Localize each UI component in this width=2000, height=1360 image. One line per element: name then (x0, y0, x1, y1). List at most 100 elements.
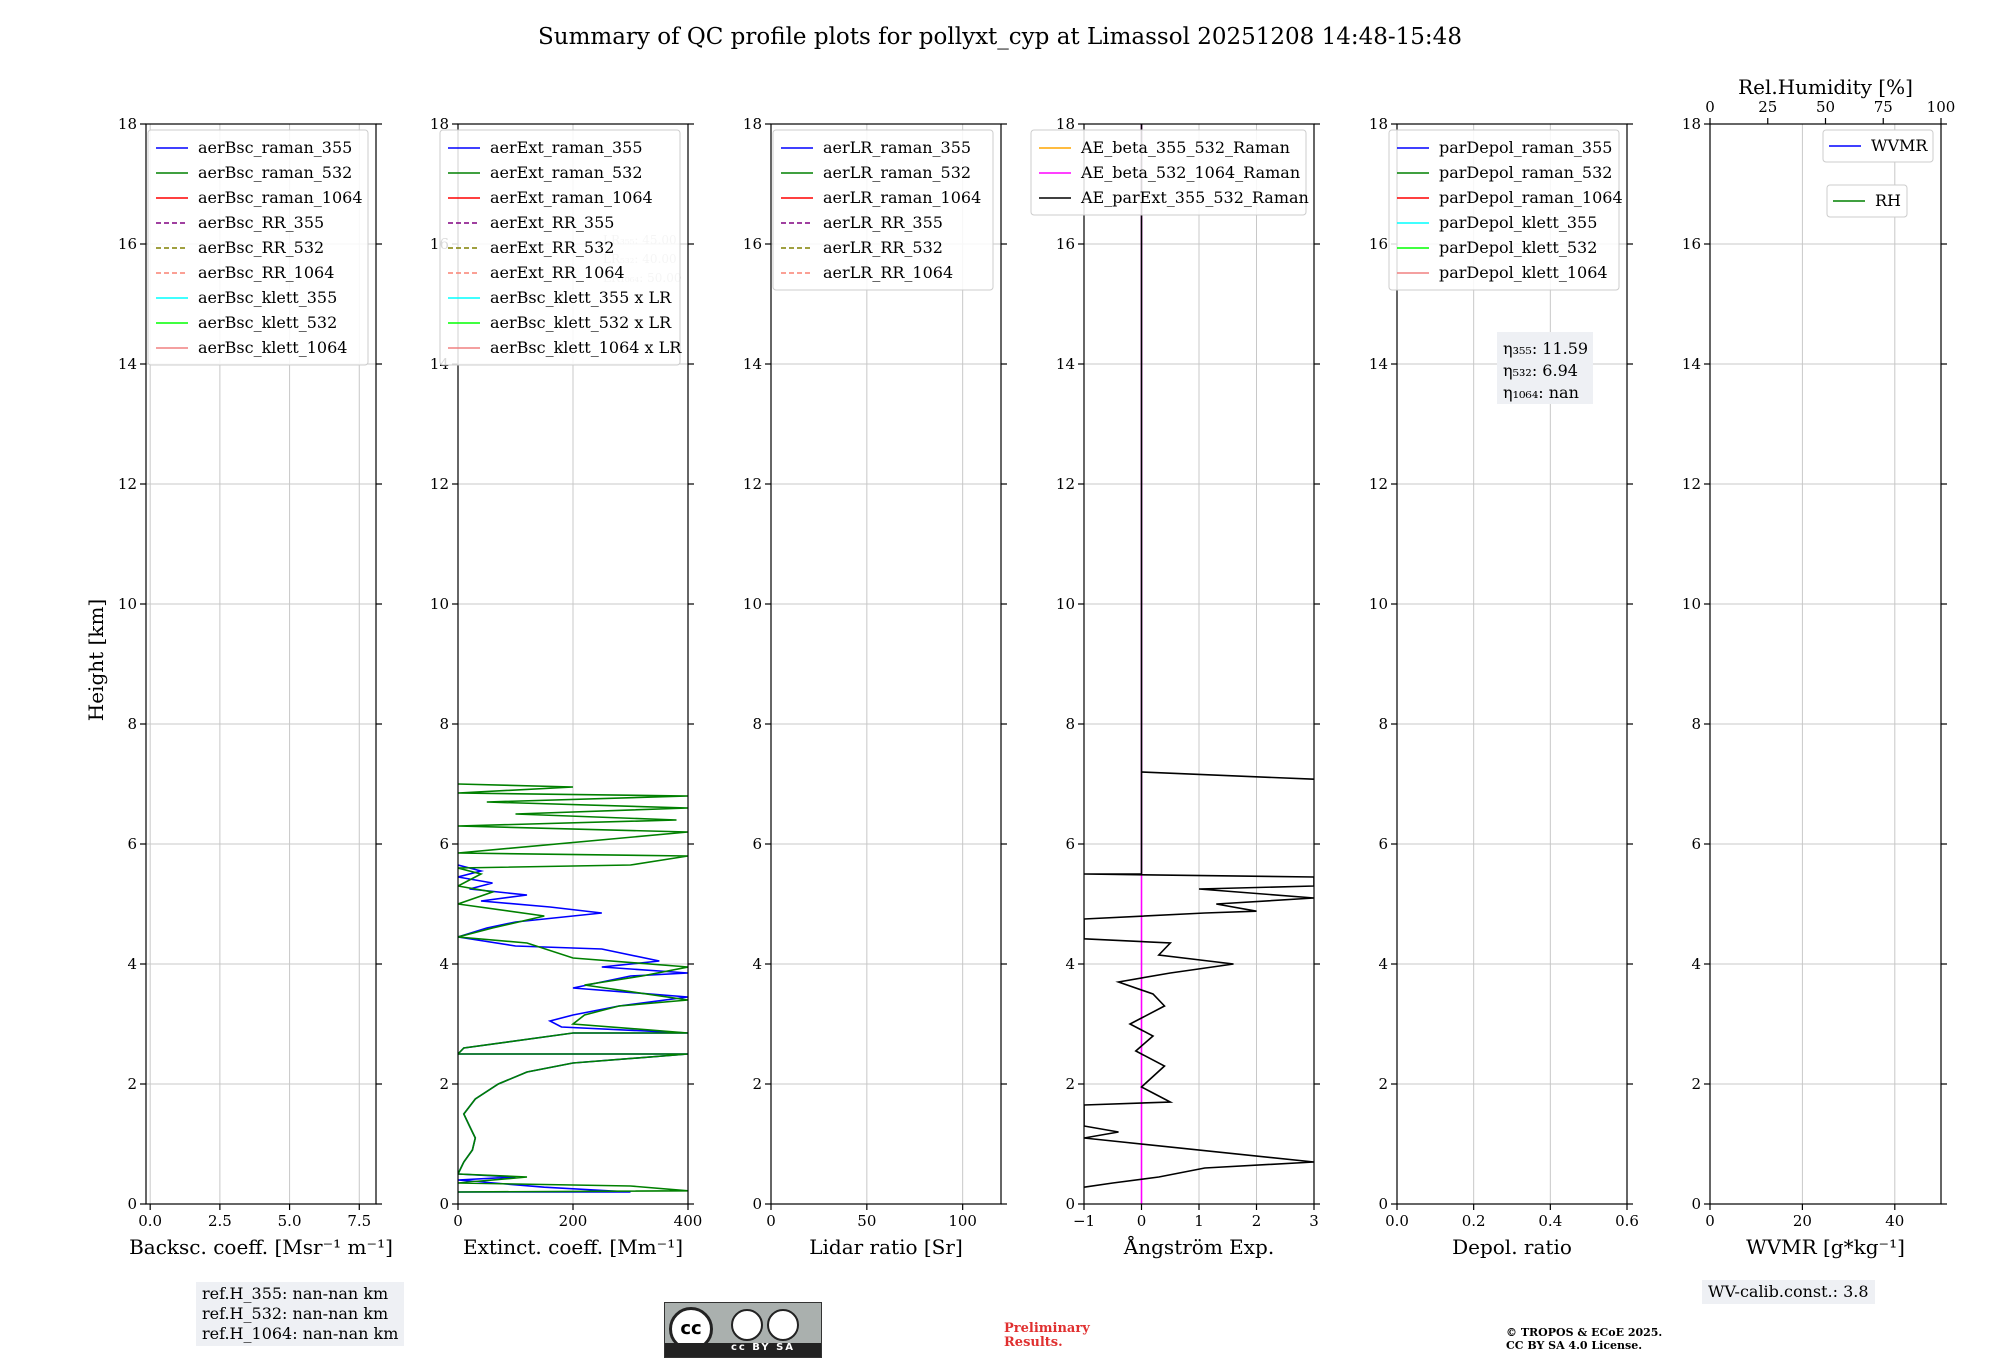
cc-by-sa-text: cc BY SA (730, 1342, 796, 1353)
y-tick-label: 10 (430, 595, 449, 613)
y-tick-label: 12 (1056, 475, 1075, 493)
x-tick-label: 100 (948, 1212, 977, 1230)
legend-label: aerBsc_klett_532 (198, 313, 337, 332)
y-tick-label: 8 (127, 715, 137, 733)
y-tick-label: 0 (752, 1195, 762, 1213)
legend-label: aerExt_RR_1064 (490, 263, 625, 282)
preliminary-label: Preliminary Results. (1004, 1321, 1090, 1350)
legend-label: RH (1875, 191, 1901, 210)
y-tick-label: 14 (1369, 355, 1388, 373)
eta-annotation: η₁₀₆₄: nan (1503, 383, 1579, 402)
eta-box (1497, 332, 1593, 404)
legend-label: aerBsc_raman_532 (198, 163, 352, 182)
x-tick-label: −1 (1073, 1212, 1095, 1230)
y-tick-label: 16 (1056, 235, 1075, 253)
y-tick-label: 16 (118, 235, 137, 253)
legend-label: parDepol_raman_1064 (1439, 188, 1623, 207)
y-tick-label: 16 (743, 235, 762, 253)
legend-label: parDepol_raman_532 (1439, 163, 1612, 182)
x-tick-label: 0 (453, 1212, 463, 1230)
y-tick-label: 8 (752, 715, 762, 733)
legend-label: WVMR (1871, 136, 1928, 155)
legend-label: aerExt_raman_1064 (490, 188, 653, 207)
panel-backscatter: 0.0 2.5 5.0 7.5 0 2 4 6 8 10 12 14 16 18 Backsc. coeff… (118, 115, 393, 1259)
y-tick-label: 10 (1682, 595, 1701, 613)
legend-box (147, 129, 369, 366)
x-tick-label: 0 (766, 1212, 776, 1230)
y-tick-label: 0 (1378, 1195, 1388, 1213)
y-tick-label: 2 (1378, 1075, 1388, 1093)
y-tick-label: 10 (743, 595, 762, 613)
series-group (1084, 124, 1314, 1204)
y-tick-label: 4 (1065, 955, 1075, 973)
legend-box (439, 129, 681, 366)
wv-calib-box: WV-calib.const.: 3.8 (1702, 1280, 1875, 1304)
legend-label: aerBsc_raman_1064 (198, 188, 363, 207)
eta-annotation: η₅₃₂: 6.94 (1503, 361, 1578, 380)
y-tick-label: 4 (1378, 955, 1388, 973)
x-axis-label: Backsc. coeff. [Msr⁻¹ m⁻¹] (129, 1235, 393, 1259)
cc-license-logo: cc cc BY SA (664, 1302, 822, 1358)
y-tick-label: 18 (1682, 115, 1701, 133)
y-tick-label: 6 (1691, 835, 1701, 853)
top-x-tick-label: 0 (1705, 98, 1715, 116)
y-tick-label: 12 (743, 475, 762, 493)
ref-height-532: ref.H_532: nan-nan km (202, 1304, 389, 1323)
y-tick-label: 0 (1065, 1195, 1075, 1213)
legend-label: aerBsc_raman_355 (198, 138, 352, 157)
legend-box-WVMR (1822, 129, 1934, 163)
legend-label: aerLR_raman_355 (823, 138, 971, 157)
x-tick-label: 0.6 (1615, 1212, 1639, 1230)
y-tick-label: 6 (439, 835, 449, 853)
legend-label: parDepol_raman_355 (1439, 138, 1612, 157)
axes-frame (1396, 123, 1628, 1205)
legend-box-RH (1826, 184, 1908, 218)
legend-label: AE_beta_532_1064_Raman (1080, 163, 1300, 182)
x-tick-label: 0.4 (1538, 1212, 1562, 1230)
y-tick-label: 0 (127, 1195, 137, 1213)
ref-height-1064: ref.H_1064: nan-nan km (202, 1324, 399, 1343)
series-group (458, 783, 688, 1193)
y-tick-label: 6 (1378, 835, 1388, 853)
legend-label: AE_parExt_355_532_Raman (1080, 188, 1309, 207)
y-tick-label: 8 (1065, 715, 1075, 733)
y-tick-label: 10 (1056, 595, 1075, 613)
y-tick-label: 12 (1682, 475, 1701, 493)
y-tick-label: 2 (127, 1075, 137, 1093)
cc-by-sa-band (665, 1343, 821, 1357)
series-line-aerExt_raman_532 (458, 783, 688, 1193)
x-tick-label: 2.5 (208, 1212, 232, 1230)
legend-label: aerExt_RR_532 (490, 238, 614, 257)
y-tick-label: 16 (1369, 235, 1388, 253)
y-tick-label: 16 (1682, 235, 1701, 253)
legend-label: parDepol_klett_532 (1439, 238, 1597, 257)
y-tick-label: 12 (430, 475, 449, 493)
x-tick-label: 400 (674, 1212, 703, 1230)
ref-height-355: ref.H_355: nan-nan km (202, 1284, 389, 1303)
x-tick-label: 3 (1309, 1212, 1319, 1230)
y-tick-label: 4 (752, 955, 762, 973)
y-tick-label: 12 (118, 475, 137, 493)
legend-label: aerBsc_klett_532 x LR (490, 313, 672, 332)
y-tick-label: 14 (1682, 355, 1701, 373)
y-tick-label: 10 (1369, 595, 1388, 613)
axes-frame (770, 123, 1002, 1205)
y-tick-label: 8 (1691, 715, 1701, 733)
y-tick-label: 6 (752, 835, 762, 853)
y-tick-label: 2 (439, 1075, 449, 1093)
legend-label: aerBsc_klett_1064 x LR (490, 338, 682, 357)
legend-box (1030, 129, 1307, 216)
y-tick-label: 4 (127, 955, 137, 973)
x-tick-label: 0.2 (1462, 1212, 1486, 1230)
legend-label: aerBsc_RR_1064 (198, 263, 334, 282)
x-tick-label: 0.0 (138, 1212, 162, 1230)
x-axis-label: WVMR [g*kg⁻¹] (1746, 1235, 1905, 1259)
y-tick-label: 2 (1691, 1075, 1701, 1093)
x-axis-label: Extinct. coeff. [Mm⁻¹] (463, 1235, 683, 1259)
x-axis-label: Depol. ratio (1452, 1235, 1572, 1259)
legend-label: parDepol_klett_1064 (1439, 263, 1608, 282)
ref-heights-box: ref.H_355: nan-nan km ref.H_532: nan-nan… (196, 1282, 405, 1346)
